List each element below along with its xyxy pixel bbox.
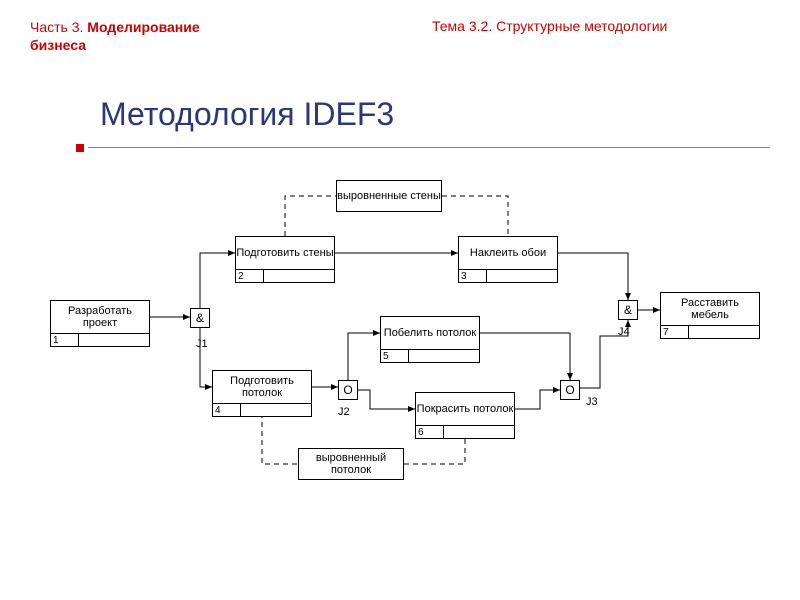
box-footer: 4 [212, 403, 312, 417]
process-box-b6: Покрасить потолок6 [415, 392, 515, 426]
referent-link [285, 196, 336, 236]
junction-label: J3 [586, 396, 598, 408]
box-number: 6 [416, 426, 444, 438]
box-number: 3 [459, 270, 487, 282]
box-label: Разработать проект [51, 305, 149, 329]
junction-label: J4 [618, 326, 630, 338]
arrow [515, 390, 560, 409]
arrow [358, 390, 415, 409]
process-box-b1: Разработать проект1 [50, 300, 150, 334]
box-label: выровненный потолок [299, 452, 403, 476]
box-number: 1 [51, 334, 79, 346]
arrow [558, 253, 628, 300]
referent-link [442, 196, 508, 236]
process-box-b9: выровненный потолок [298, 448, 404, 480]
arrow [348, 333, 380, 380]
box-footer: 2 [235, 269, 335, 283]
process-box-b5: Побелить потолок5 [380, 316, 480, 350]
process-box-b8: выровненные стены [336, 180, 442, 212]
box-footer: 7 [660, 325, 760, 339]
box-number: 7 [661, 326, 689, 338]
box-number: 5 [381, 350, 409, 362]
junction-j1: & [190, 308, 210, 328]
process-box-b7: Расставить мебель7 [660, 292, 760, 326]
box-number: 4 [213, 404, 241, 416]
process-box-b2: Подготовить стены2 [235, 236, 335, 270]
process-box-b4: Подготовить потолок4 [212, 370, 312, 404]
box-footer: 3 [458, 269, 558, 283]
box-label: Подготовить стены [236, 247, 333, 259]
box-footer: 5 [380, 349, 480, 363]
box-label: Наклеить обои [470, 247, 546, 259]
arrow [200, 328, 212, 387]
box-label: выровненные стены [337, 190, 441, 202]
junction-j3: O [560, 380, 580, 400]
idef3-diagram: Разработать проект1Подготовить стены2Нак… [0, 0, 800, 600]
junction-label: J1 [196, 338, 208, 350]
box-footer: 6 [415, 425, 515, 439]
box-label: Подготовить потолок [213, 375, 311, 399]
box-label: Расставить мебель [661, 297, 759, 321]
box-footer: 1 [50, 333, 150, 347]
arrow [200, 253, 235, 308]
box-number: 2 [236, 270, 264, 282]
box-label: Покрасить потолок [417, 403, 514, 415]
arrow [480, 333, 570, 380]
process-box-b3: Наклеить обои3 [458, 236, 558, 270]
junction-j4: & [618, 300, 638, 320]
junction-label: J2 [338, 406, 350, 418]
junction-j2: O [338, 380, 358, 400]
box-label: Побелить потолок [384, 327, 476, 339]
